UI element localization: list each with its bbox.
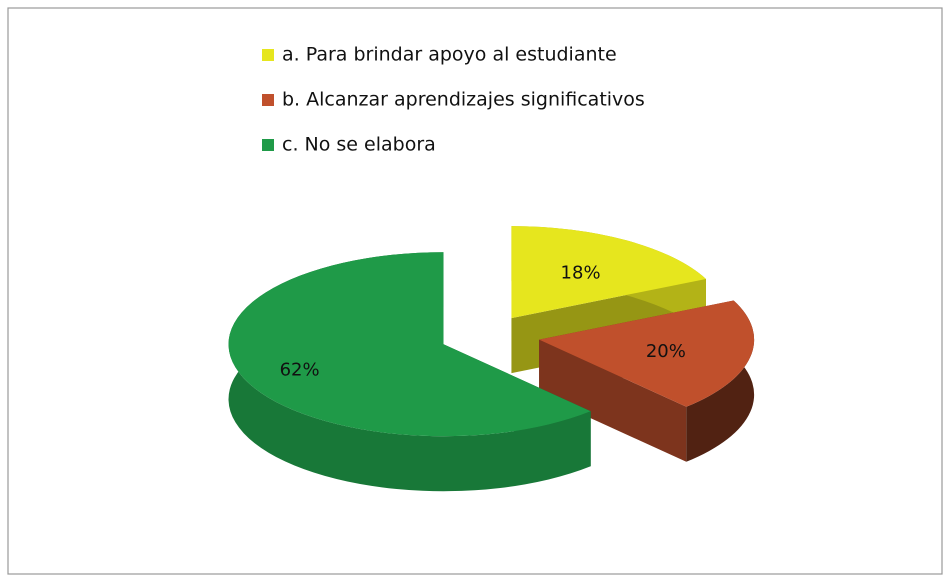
data-label: 20% xyxy=(646,341,686,362)
data-label: 18% xyxy=(561,263,601,284)
legend-swatch xyxy=(262,49,274,61)
data-label: 62% xyxy=(280,360,320,381)
slice-top xyxy=(511,226,706,319)
slice-top xyxy=(228,252,591,437)
slice xyxy=(539,300,755,462)
slice-top xyxy=(539,300,755,407)
legend-swatch xyxy=(262,139,274,151)
slice-side xyxy=(539,339,687,462)
legend-label: a. Para brindar apoyo al estudiante xyxy=(282,44,617,66)
legend-label: c. No se elabora xyxy=(282,134,436,156)
legend-label: b. Alcanzar aprendizajes significativos xyxy=(282,89,645,111)
legend-swatch xyxy=(262,94,274,106)
slice xyxy=(228,252,591,492)
